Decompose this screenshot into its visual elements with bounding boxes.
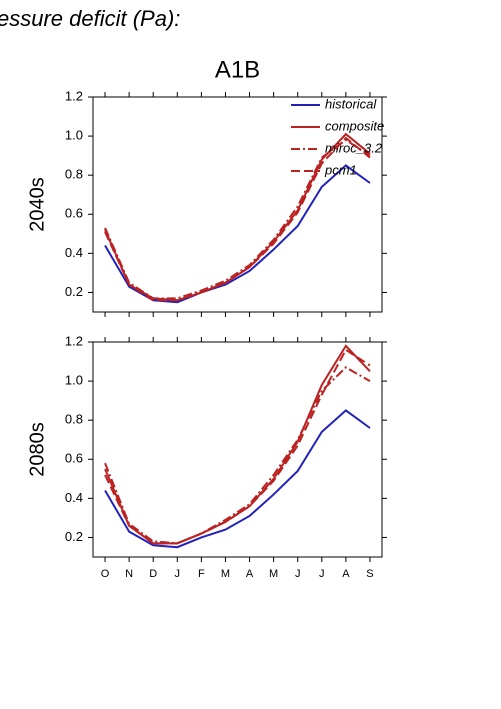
series-line [104, 348, 371, 545]
x-tick-label: A [342, 568, 350, 580]
series-line [104, 164, 371, 304]
series-line [104, 409, 371, 549]
y-tick-label: 0.6 [65, 206, 83, 221]
legend-label: composite [325, 118, 384, 133]
y-tick-label: 1.2 [65, 88, 83, 103]
y-axis-label: 2080s [26, 422, 48, 477]
legend-label: historical [325, 96, 377, 111]
x-tick-label: J [319, 568, 325, 580]
y-tick-label: 0.6 [65, 451, 83, 466]
plot-frame [92, 96, 383, 313]
y-tick-label: 0.2 [65, 529, 83, 544]
x-tick-label: J [295, 568, 301, 580]
x-tick-label: A [246, 568, 254, 580]
y-tick-label: 1.0 [65, 128, 83, 143]
x-tick-label: N [125, 568, 133, 580]
y-axis-label: 2040s [26, 177, 48, 232]
series-line [104, 366, 371, 545]
y-tick-label: 0.4 [65, 490, 83, 505]
y-tick-label: 1.0 [65, 373, 83, 388]
x-tick-label: D [149, 568, 157, 580]
y-tick-label: 0.2 [65, 284, 83, 299]
y-tick-label: 0.4 [65, 245, 83, 260]
legend-label: miroc_3.2 [325, 140, 383, 155]
x-tick-label: F [198, 568, 205, 580]
y-tick-label: 1.2 [65, 333, 83, 348]
y-tick-label: 0.8 [65, 412, 83, 427]
figure-title: essure deficit (Pa): [0, 6, 180, 31]
chart-title: A1B [215, 56, 260, 83]
series-line [104, 136, 371, 302]
x-tick-label: S [366, 568, 373, 580]
series-line [104, 138, 371, 300]
x-tick-label: M [269, 568, 278, 580]
legend-label: pcm1 [324, 162, 357, 177]
x-tick-label: O [101, 568, 110, 580]
y-tick-label: 0.8 [65, 167, 83, 182]
x-tick-label: J [175, 568, 181, 580]
x-tick-label: M [221, 568, 230, 580]
plot-frame [92, 341, 383, 558]
